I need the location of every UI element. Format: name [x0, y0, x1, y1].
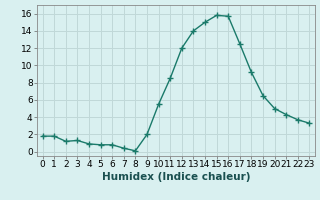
- X-axis label: Humidex (Indice chaleur): Humidex (Indice chaleur): [102, 172, 250, 182]
